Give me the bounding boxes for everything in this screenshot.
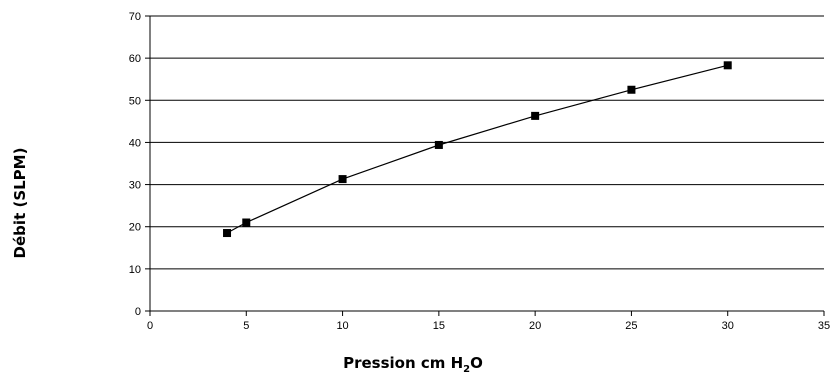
series-line-0: [226, 64, 728, 234]
data-point-0-2: [338, 175, 347, 184]
y-tick-label-7: 70: [129, 11, 141, 23]
y-tick-label-1: 10: [129, 264, 141, 276]
x-tick-label-0: 0: [147, 320, 153, 332]
y-tick-labels: 0 10 20 30 40 50 60 70: [129, 11, 141, 318]
axes: [145, 15, 825, 316]
y-tick-label-0: 0: [135, 306, 141, 318]
y-tick-label-6: 60: [129, 53, 141, 65]
series: [223, 61, 732, 238]
x-tick-labels: 0 5 10 15 20 25 30 35: [147, 320, 830, 332]
data-point-0-4: [531, 111, 540, 120]
gridlines: [150, 15, 824, 270]
x-tick-label-5: 25: [625, 320, 637, 332]
x-axis-title-subscript: 2: [463, 364, 470, 375]
y-tick-label-5: 50: [129, 95, 141, 107]
x-axis-title: Pression cm H2O: [343, 354, 483, 375]
data-point-0-3: [434, 140, 443, 149]
x-tick-label-1: 5: [243, 320, 249, 332]
y-tick-label-3: 30: [129, 180, 141, 192]
x-tick-label-4: 20: [529, 320, 541, 332]
x-tick-label-6: 30: [722, 320, 734, 332]
data-point-0-1: [242, 218, 251, 227]
x-axis-title-end: O: [470, 354, 483, 372]
data-point-0-6: [723, 61, 732, 70]
y-tick-label-2: 20: [129, 222, 141, 234]
x-tick-label-7: 35: [818, 320, 830, 332]
x-axis-title-main: Pression cm H: [343, 354, 463, 372]
y-tick-label-4: 40: [129, 137, 141, 149]
y-axis-title: Débit (SLPM): [11, 148, 29, 259]
x-tick-label-3: 15: [433, 320, 445, 332]
data-point-0-5: [627, 85, 636, 94]
x-tick-label-2: 10: [336, 320, 348, 332]
data-point-0-0: [223, 229, 232, 238]
